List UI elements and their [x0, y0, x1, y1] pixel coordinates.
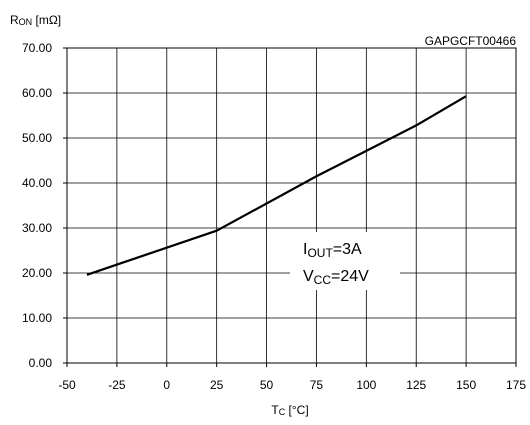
- grid: [66, 47, 517, 364]
- y-tick-label: 30.00: [22, 221, 52, 235]
- annotation-iout-value: =3A: [333, 241, 362, 258]
- chart-code: GAPGCFT00466: [425, 34, 517, 48]
- y-tick-label: 70.00: [22, 41, 52, 55]
- x-tick-label: 25: [210, 378, 224, 392]
- x-tick-label: -50: [58, 378, 76, 392]
- x-axis-label: TC [°C]: [271, 403, 308, 417]
- y-axis-label-sub: ON: [19, 17, 33, 27]
- x-tick-label: 100: [356, 378, 376, 392]
- series: [86, 95, 467, 276]
- x-axis-label-main: T: [271, 403, 279, 417]
- annotation-box: [290, 232, 400, 290]
- x-axis-label-sub: C: [279, 407, 286, 417]
- annotation-iout-main: I: [303, 241, 307, 258]
- x-tick-label: 125: [406, 378, 426, 392]
- series-line: [86, 95, 467, 276]
- annotation-vcc-value: =24V: [331, 268, 369, 285]
- x-tick-label: 150: [456, 378, 476, 392]
- annotation-vcc-main: V: [303, 268, 314, 285]
- y-tick-label: 0.00: [29, 356, 53, 370]
- y-axis-label-unit: [mΩ]: [32, 13, 61, 27]
- x-tick-label: -25: [108, 378, 126, 392]
- x-tick-label: 75: [310, 378, 324, 392]
- y-axis-label-main: R: [10, 13, 19, 27]
- y-axis-label: RON [mΩ]: [10, 13, 61, 27]
- y-tick-label: 50.00: [22, 131, 52, 145]
- axis-ticks: -50 -25 0 25 50 75 100 125 150 175 0.00 10.00 20.00 3…: [22, 41, 526, 392]
- x-tick-label: 175: [506, 378, 526, 392]
- annotation-vcc-sub: CC: [314, 273, 332, 287]
- y-tick-label: 60.00: [22, 86, 52, 100]
- x-axis-label-unit: [°C]: [285, 403, 308, 417]
- x-tick-label: 0: [163, 378, 170, 392]
- y-tick-label: 10.00: [22, 311, 52, 325]
- annotation-iout: IOUT=3A: [303, 241, 362, 260]
- plot-frame: [66, 47, 517, 364]
- x-tick-label: 50: [260, 378, 274, 392]
- annotation-iout-sub: OUT: [307, 246, 333, 260]
- y-tick-label: 20.00: [22, 266, 52, 280]
- annotation-vcc: VCC=24V: [303, 268, 369, 287]
- y-tick-label: 40.00: [22, 176, 52, 190]
